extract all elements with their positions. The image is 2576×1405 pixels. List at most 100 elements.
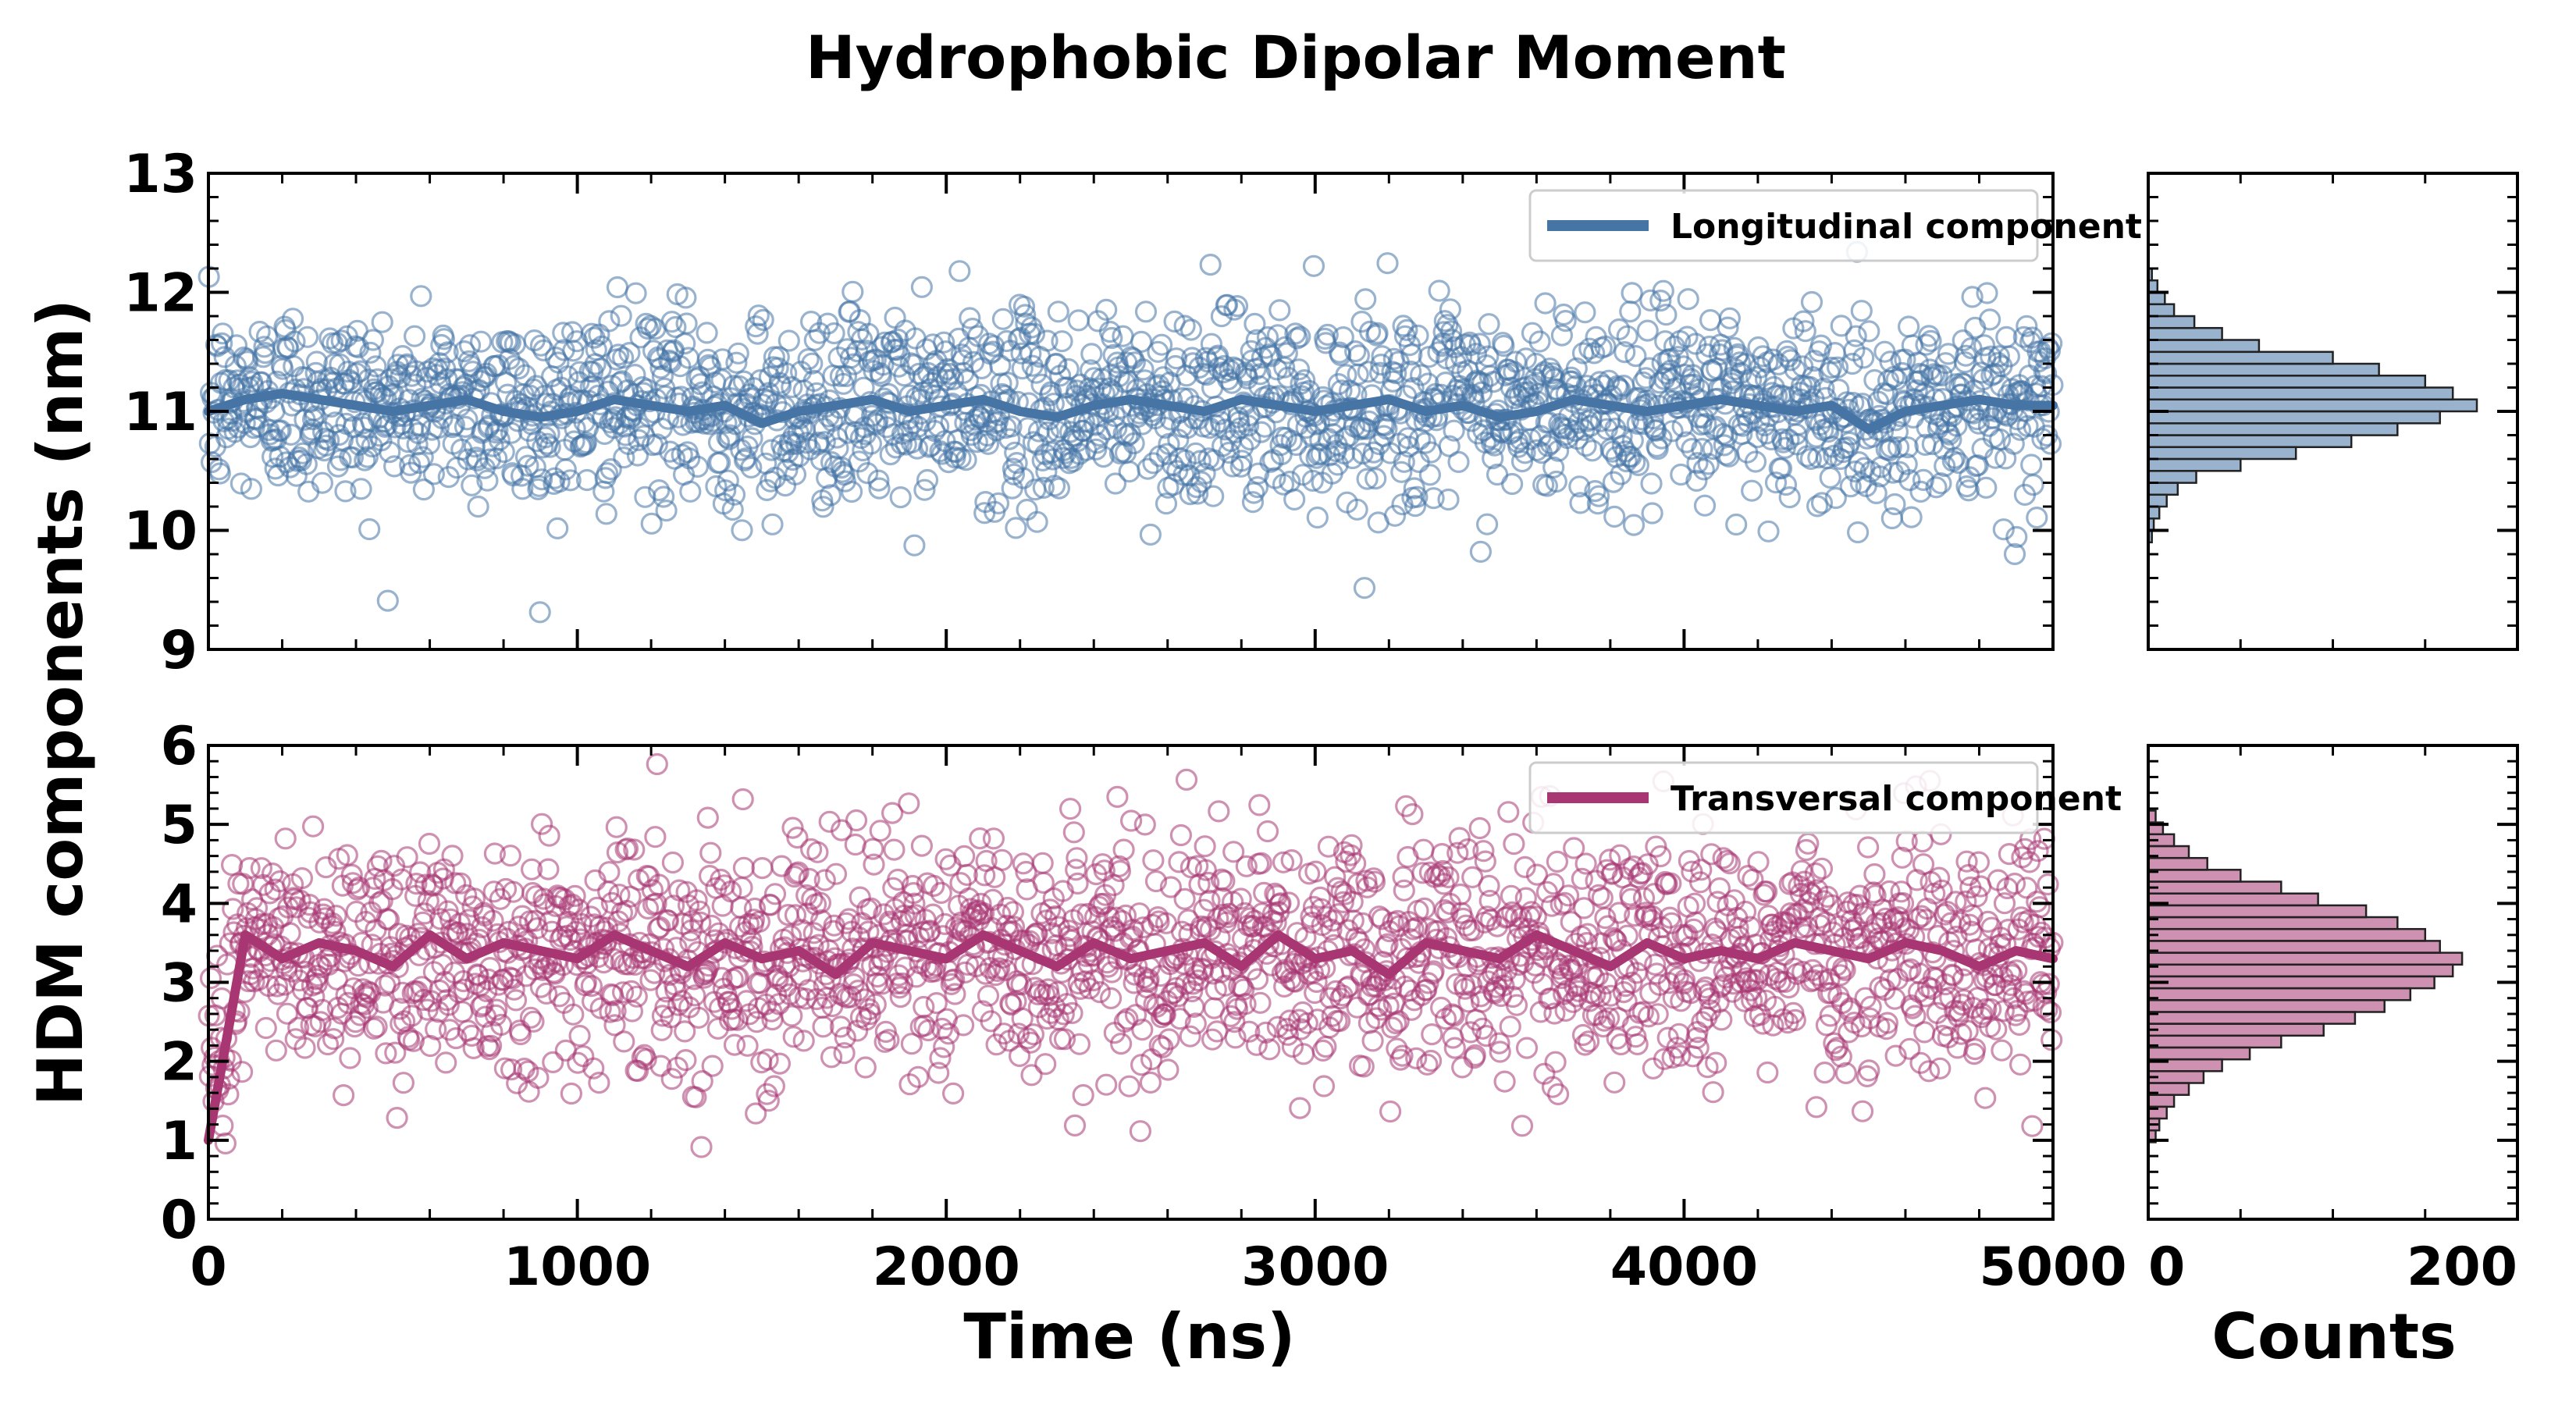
scatter-point: [370, 849, 393, 873]
scatter-point: [1443, 1037, 1466, 1059]
scatter-point: [1602, 471, 1625, 493]
scatter-point: [842, 973, 865, 996]
scatter-point: [1187, 482, 1209, 505]
scatter-point: [1534, 292, 1557, 315]
y-tick-label: 4: [161, 873, 197, 935]
scatter-point: [1851, 1100, 1874, 1122]
scatter-point: [2027, 926, 2050, 948]
scatter-point: [1909, 1051, 1932, 1074]
scatter-point: [913, 478, 936, 501]
scatter-point: [1169, 1008, 1191, 1030]
scatter-point: [1280, 848, 1303, 872]
scatter-point: [482, 909, 504, 932]
scatter-point: [786, 826, 809, 849]
scatter-point: [1316, 323, 1339, 346]
scatter-point: [290, 866, 313, 890]
scatter-point: [296, 997, 319, 1019]
scatter-point: [1222, 841, 1245, 863]
scatter-point: [1396, 318, 1418, 341]
scatter-point: [325, 905, 347, 927]
scatter-point: [1137, 457, 1159, 480]
legend-label: Longitudinal component: [1670, 207, 2142, 247]
scatter-point: [761, 513, 784, 535]
scatter-point: [1574, 852, 1597, 875]
scatter-point: [262, 862, 284, 885]
scatter-point: [1184, 1012, 1207, 1035]
scatter-point: [606, 276, 629, 299]
scatter-point: [903, 534, 926, 557]
scatter-point: [854, 1056, 877, 1079]
scatter-point: [568, 1024, 591, 1048]
scatter-point: [1756, 1061, 1779, 1084]
scatter-point: [689, 373, 712, 396]
scatter-point: [1708, 877, 1731, 900]
scatter-point: [1011, 1007, 1034, 1030]
scatter-point: [844, 833, 866, 856]
scatter-point: [548, 471, 571, 493]
scatter-point: [287, 1016, 310, 1039]
scatter-point: [1391, 1044, 1414, 1067]
scatter-point: [560, 893, 584, 916]
scatter-point: [1957, 479, 1980, 502]
scatter-point: [1351, 442, 1374, 465]
scatter-point: [1520, 901, 1543, 923]
legend: Longitudinal component: [1528, 189, 2142, 262]
scatter-point: [1057, 357, 1080, 381]
scatter-point: [859, 432, 883, 455]
scatter-point: [1397, 436, 1420, 458]
histogram-bar: [2147, 1034, 2282, 1049]
scatter-point: [1689, 871, 1712, 894]
scatter-point: [906, 437, 929, 460]
scatter-point: [1565, 357, 1588, 380]
scatter-point: [923, 874, 945, 898]
scatter-point: [785, 863, 808, 885]
scatter-point: [1973, 334, 1996, 357]
scatter-point: [1966, 885, 1988, 908]
scatter-point: [1813, 1061, 1836, 1084]
scatter-point: [717, 469, 739, 492]
scatter-point: [966, 325, 990, 347]
scatter-point: [1974, 1087, 1997, 1109]
scatter-point: [674, 286, 697, 309]
scatter-point: [1852, 347, 1875, 369]
scatter-point: [1112, 325, 1134, 347]
scatter-point: [396, 846, 418, 869]
histogram-bar: [2147, 869, 2242, 883]
scatter-point: [1332, 891, 1354, 914]
scatter-point: [1302, 254, 1325, 277]
scatter-point: [881, 802, 904, 824]
scatter-point: [1571, 1023, 1595, 1047]
histogram-bar: [2147, 434, 2353, 449]
scatter-point: [1616, 924, 1638, 947]
scatter-point: [1040, 381, 1062, 404]
scatter-point: [1062, 821, 1085, 844]
scatter-point: [528, 601, 551, 624]
scatter-point: [410, 285, 432, 308]
scatter-point: [1624, 451, 1646, 474]
y-tick-label: 6: [161, 716, 197, 777]
scatter-point: [1462, 919, 1485, 941]
scatter-point: [831, 461, 854, 483]
scatter-point: [1095, 1073, 1118, 1096]
scatter-point: [1194, 859, 1217, 881]
histogram-bar: [2147, 326, 2223, 341]
scatter-point: [907, 1065, 930, 1088]
scatter-series: [197, 752, 2064, 1158]
scatter-point: [1155, 493, 1178, 515]
scatter-point: [655, 499, 678, 522]
scatter-point: [1059, 798, 1082, 820]
scatter-point: [1241, 491, 1265, 514]
y-tick-label: 2: [161, 1032, 197, 1094]
scatter-point: [346, 878, 368, 901]
scatter-point: [1723, 889, 1745, 912]
scatter-point: [294, 366, 317, 389]
scatter-point: [1581, 439, 1603, 462]
scatter-point: [1292, 1043, 1315, 1065]
scatter-point: [852, 937, 875, 960]
scatter-point: [1992, 518, 2015, 541]
scatter-point: [824, 863, 848, 885]
scatter-point: [1987, 351, 2009, 375]
x-tick-label: 2000: [873, 1236, 1020, 1298]
scatter-point: [539, 436, 561, 458]
scatter-point: [582, 1057, 605, 1080]
